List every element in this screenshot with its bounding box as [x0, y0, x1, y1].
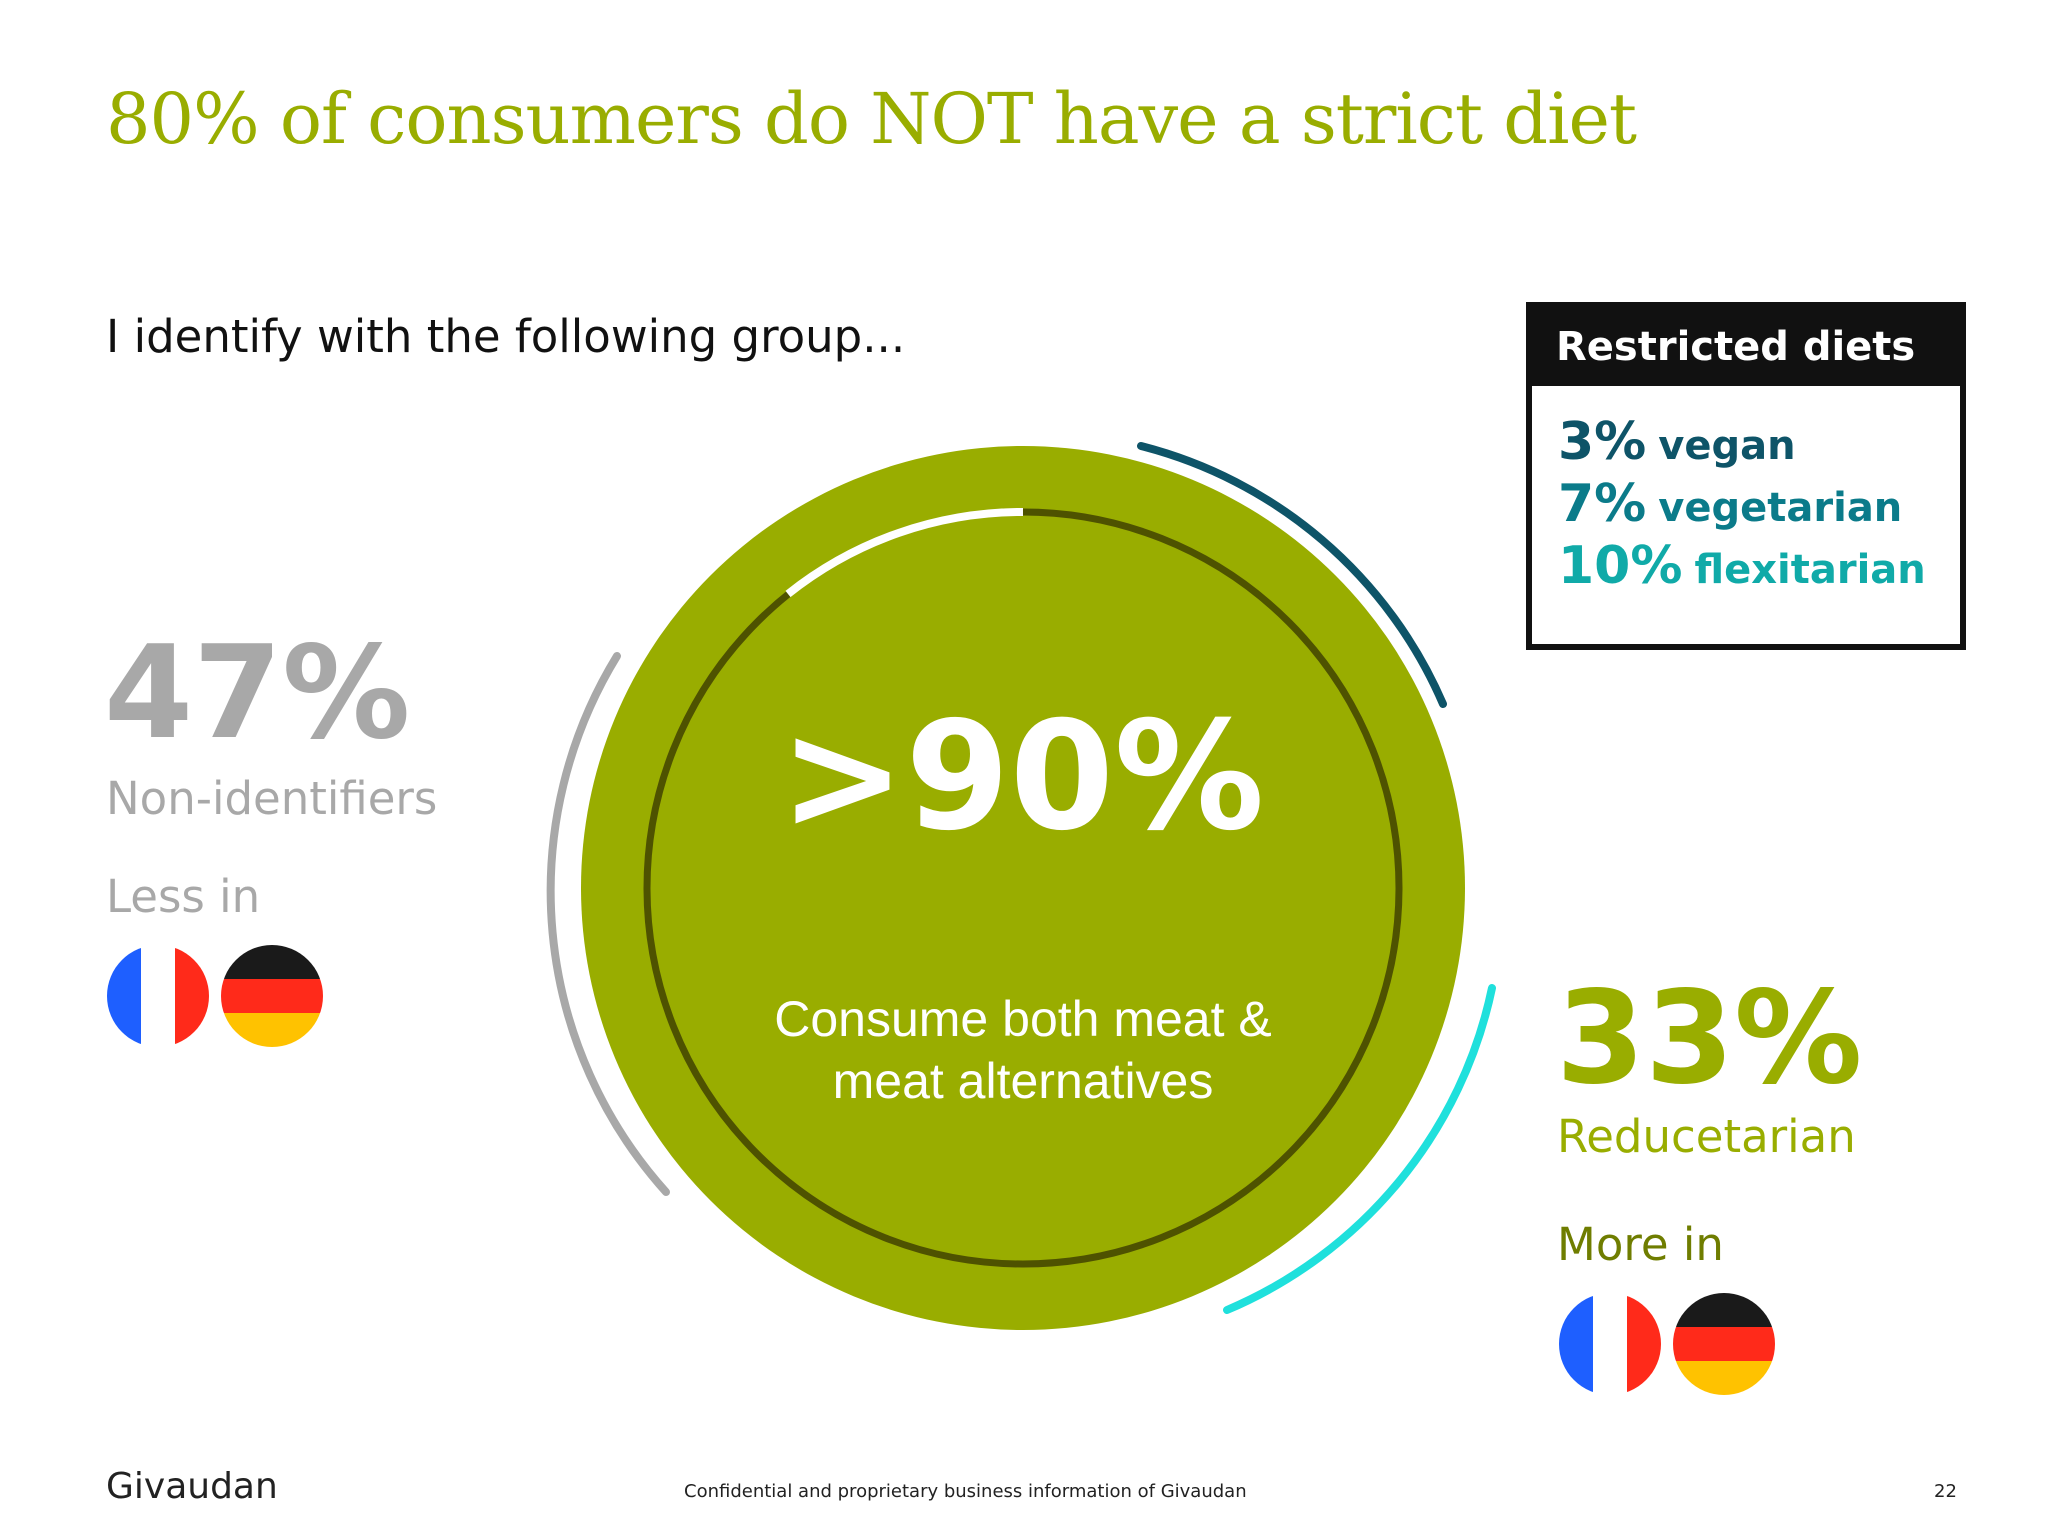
restricted-diets-box: Restricted diets 3% vegan 7% vegetarian 10…: [1526, 302, 1966, 650]
non-identifiers-value: 47%: [104, 619, 411, 768]
question-text: I identify with the following group...: [106, 310, 906, 363]
center-label-line1: Consume both meat &: [774, 991, 1272, 1047]
diet-row-flexitarian: 10% flexitarian: [1558, 536, 1926, 596]
inner-ring-highlight: [785, 507, 1024, 598]
restricted-diets-arc: [1137, 442, 1447, 708]
less-in-label: Less in: [106, 870, 261, 923]
germany-flag-icon: [1673, 1293, 1775, 1395]
france-flag-icon: [107, 945, 209, 1047]
germany-flag-icon: [221, 945, 323, 1047]
diet-pct: 3%: [1558, 412, 1647, 472]
non-identifiers-arc: [546, 652, 670, 1196]
diet-pct: 10%: [1558, 536, 1683, 596]
restricted-diets-header: Restricted diets: [1532, 308, 1960, 386]
givaudan-logo: Givaudan: [106, 1466, 278, 1507]
page-number: 22: [1934, 1481, 1957, 1502]
diet-label: vegetarian: [1658, 485, 1903, 531]
slide-title: 80% of consumers do NOT have a strict di…: [106, 78, 1637, 160]
non-identifiers-label: Non-identifiers: [106, 772, 438, 825]
diet-label: flexitarian: [1694, 547, 1926, 593]
confidential-notice: Confidential and proprietary business in…: [684, 1481, 1247, 1502]
center-value: >90%: [780, 690, 1265, 864]
main-circle: [581, 446, 1465, 1330]
reducetarian-label: Reducetarian: [1557, 1110, 1856, 1163]
diet-row-vegan: 3% vegan: [1558, 412, 1796, 472]
center-label-line2: meat alternatives: [833, 1053, 1214, 1109]
diet-label: vegan: [1658, 423, 1796, 469]
diet-row-vegetarian: 7% vegetarian: [1558, 474, 1902, 534]
diet-pct: 7%: [1558, 474, 1647, 534]
reducetarian-arc: [1223, 984, 1496, 1314]
france-flag-icon: [1559, 1293, 1661, 1395]
reducetarian-value: 33%: [1556, 964, 1863, 1113]
more-in-label: More in: [1557, 1218, 1724, 1271]
